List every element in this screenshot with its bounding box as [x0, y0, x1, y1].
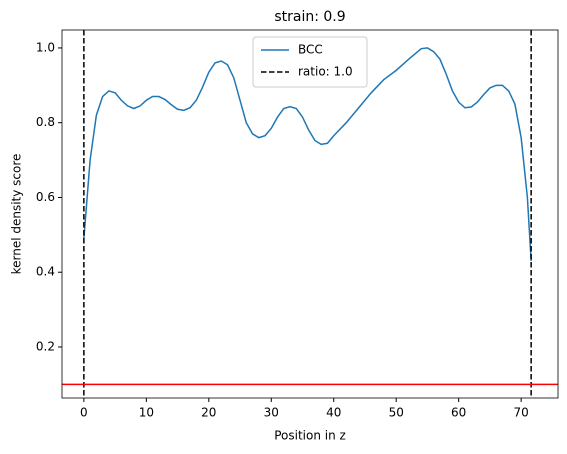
x-tick-label: 0 [80, 406, 88, 420]
y-tick-label: 0.8 [36, 115, 55, 129]
x-axis-label: Position in z [274, 429, 346, 443]
y-axis-label: kernel density score [10, 154, 24, 275]
legend-label: BCC [298, 43, 323, 57]
x-tick-label: 60 [451, 406, 466, 420]
x-tick-label: 40 [326, 406, 341, 420]
x-tick-label: 20 [201, 406, 216, 420]
y-tick-label: 0.2 [36, 339, 55, 353]
x-tick-label: 50 [389, 406, 404, 420]
x-tick-label: 10 [139, 406, 154, 420]
line-series [83, 47, 532, 262]
x-tick-label: 30 [264, 406, 279, 420]
x-tick-label: 70 [514, 406, 529, 420]
chart-title: strain: 0.9 [274, 9, 345, 25]
y-tick-label: 0.6 [36, 190, 55, 204]
legend-label: ratio: 1.0 [298, 65, 353, 79]
y-tick-label: 0.4 [36, 265, 55, 279]
plot-frame [61, 29, 559, 399]
y-tick-label: 1.0 [36, 40, 55, 54]
